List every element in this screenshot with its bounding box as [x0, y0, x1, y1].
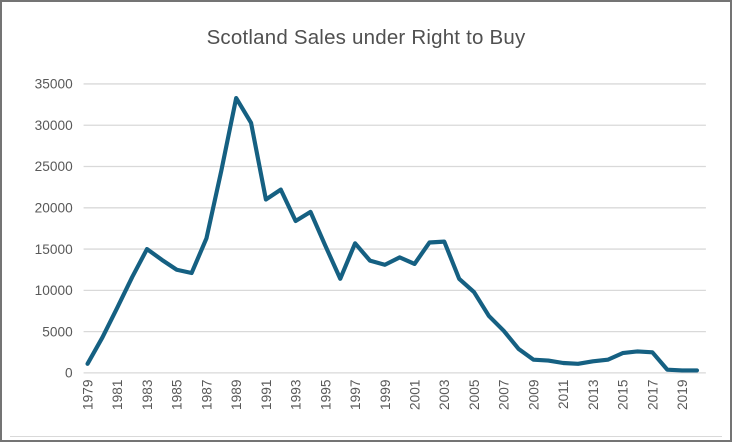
- y-axis-label: 5000: [42, 324, 73, 339]
- chart-title: Scotland Sales under Right to Buy: [206, 26, 526, 49]
- x-axis-label: 1979: [80, 380, 95, 410]
- x-axis-label: 2019: [675, 380, 690, 410]
- x-axis-label: 2009: [526, 380, 541, 410]
- x-axis-label: 2017: [645, 380, 660, 410]
- x-axis-label: 2005: [467, 379, 482, 410]
- x-axis-labels: 1979 1981 1983 1985 1987 1989 1991 1993 1995 1997…: [80, 379, 690, 410]
- y-axis-labels: 0 5000 10000 15000 20000 25000 30000 35000: [35, 77, 73, 381]
- y-axis-label: 30000: [35, 118, 73, 133]
- x-axis-label: 1981: [110, 380, 125, 410]
- sales-line-series: [85, 95, 700, 373]
- x-axis-label: 2007: [497, 380, 512, 410]
- y-axis-label: 35000: [35, 77, 73, 92]
- x-axis-label: 1983: [140, 380, 155, 410]
- y-axis-label: 20000: [35, 201, 73, 216]
- x-axis-label: 2011: [556, 380, 571, 409]
- x-axis-label: 1999: [378, 380, 393, 410]
- gridlines: [83, 83, 706, 374]
- y-axis-label: 25000: [35, 159, 73, 174]
- y-axis-label: 0: [65, 366, 73, 381]
- x-axis-label: 1993: [289, 380, 304, 410]
- x-axis-label: 2003: [437, 380, 452, 410]
- chart-bottom-edge: [10, 436, 722, 437]
- x-axis-label: 1995: [318, 379, 333, 410]
- x-axis-label: 1991: [259, 380, 274, 410]
- y-axis-label: 15000: [35, 242, 73, 257]
- x-axis-label: 1989: [229, 380, 244, 410]
- x-axis-label: 1987: [199, 380, 214, 410]
- x-axis-label: 1997: [348, 380, 363, 410]
- y-axis-label: 10000: [35, 283, 73, 298]
- x-axis-label: 2001: [408, 380, 423, 410]
- x-axis-label: 2013: [586, 380, 601, 410]
- x-axis-label: 2015: [616, 379, 631, 410]
- x-axis-label: 1985: [170, 379, 185, 410]
